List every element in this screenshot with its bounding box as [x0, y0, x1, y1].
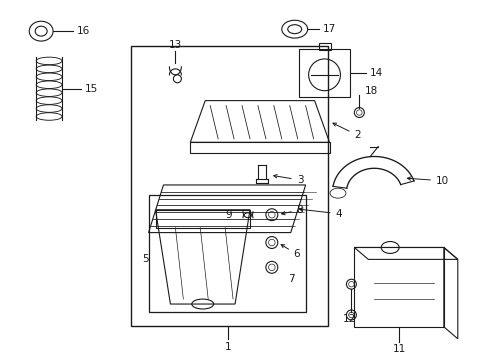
Text: 9: 9 [225, 210, 232, 220]
Text: 3: 3 [273, 175, 303, 185]
Text: 15: 15 [85, 84, 98, 94]
Text: 17: 17 [322, 24, 335, 34]
Text: 12: 12 [342, 314, 355, 324]
Bar [130, 46, 327, 326]
Text: 18: 18 [364, 86, 377, 96]
Bar [148, 195, 305, 312]
Text: 5: 5 [142, 255, 148, 264]
Text: 8: 8 [281, 205, 303, 215]
Text: 10: 10 [407, 176, 448, 186]
Text: 14: 14 [369, 68, 383, 78]
Text: 13: 13 [168, 40, 182, 50]
Text: 2: 2 [332, 123, 360, 140]
Text: 4: 4 [299, 208, 342, 219]
Bar [354, 247, 443, 327]
Bar [155, 210, 249, 228]
Text: 7: 7 [287, 274, 294, 284]
Bar [318, 43, 330, 50]
Bar [298, 49, 350, 96]
Text: 6: 6 [281, 244, 300, 260]
Text: 16: 16 [77, 26, 90, 36]
Text: 11: 11 [392, 344, 405, 354]
Text: 1: 1 [224, 342, 231, 352]
